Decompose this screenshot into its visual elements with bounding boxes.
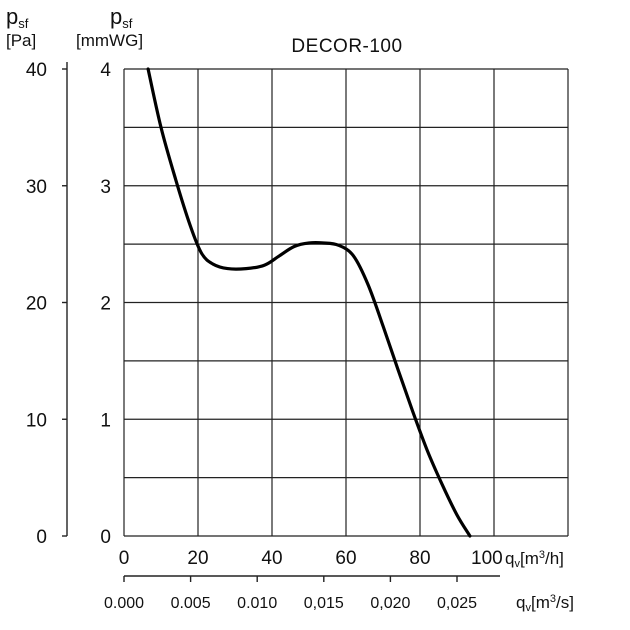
right-axis-symbol: psf <box>110 4 133 31</box>
right-axis-symbol-sub: sf <box>122 16 133 31</box>
mmwg-tick-label: 0 <box>100 527 111 548</box>
mmwg-tick-label: 1 <box>100 410 111 431</box>
flow-m3s-tick-label: 0,025 <box>437 595 477 612</box>
flow-m3h-unit-prefix: [m <box>520 549 539 568</box>
fan-pressure-curve <box>146 67 472 538</box>
flow-m3h-tick-label: 40 <box>261 548 282 569</box>
grid <box>123 68 569 537</box>
right-axis-symbol-p: p <box>110 4 122 29</box>
pa-tick-label: 20 <box>26 294 47 315</box>
flow-m3h-symbol: q <box>505 549 514 568</box>
left-axis-symbol: psf <box>6 4 29 31</box>
flow-m3s-tick-label: 0.000 <box>104 595 144 612</box>
flow-m3s-tick-label: 0,020 <box>370 595 410 612</box>
chart-title: DECOR-100 <box>291 36 402 57</box>
flow-m3h-tick-label: 60 <box>335 548 356 569</box>
flow-m3s-tick-label: 0.010 <box>237 595 277 612</box>
flow-m3h-axis-label: qv[m3/h] <box>505 549 564 570</box>
flow-m3h-tick-label: 0 <box>119 548 130 569</box>
flow-m3s-tick-label: 0.005 <box>171 595 211 612</box>
flow-m3s-axis-label: qv[m3/s] <box>516 593 574 614</box>
flow-m3s-unit-sup: 3 <box>550 593 556 605</box>
flow-m3s-tick-label: 0,015 <box>304 595 344 612</box>
flow-m3h-tick-label: 100 <box>471 548 503 569</box>
flow-m3s-unit-suffix: /s] <box>556 593 574 612</box>
flow-m3h-sub: v <box>514 558 520 570</box>
flow-m3h-tick-label: 20 <box>187 548 208 569</box>
left-axis-unit: [Pa] <box>6 31 36 50</box>
axes <box>66 62 500 577</box>
left-axis-symbol-p: p <box>6 4 18 29</box>
pa-tick-label: 10 <box>26 410 47 431</box>
flow-m3h-unit-suffix: /h] <box>545 549 564 568</box>
flow-m3s-sub: v <box>525 602 531 614</box>
flow-m3s-unit-prefix: [m <box>531 593 550 612</box>
mmwg-tick-label: 4 <box>100 60 111 81</box>
left-axis-symbol-sub: sf <box>18 16 29 31</box>
flow-m3h-unit-sup: 3 <box>539 549 545 561</box>
flow-m3h-tick-label: 80 <box>409 548 430 569</box>
pa-tick-label: 30 <box>26 177 47 198</box>
curve-layer <box>146 67 472 538</box>
mmwg-tick-label: 2 <box>100 294 111 315</box>
mmwg-tick-label: 3 <box>100 177 111 198</box>
right-axis-unit: [mmWG] <box>76 31 143 50</box>
pa-tick-label: 40 <box>26 60 47 81</box>
flow-m3s-symbol: q <box>516 593 525 612</box>
pa-tick-label: 0 <box>36 527 47 548</box>
